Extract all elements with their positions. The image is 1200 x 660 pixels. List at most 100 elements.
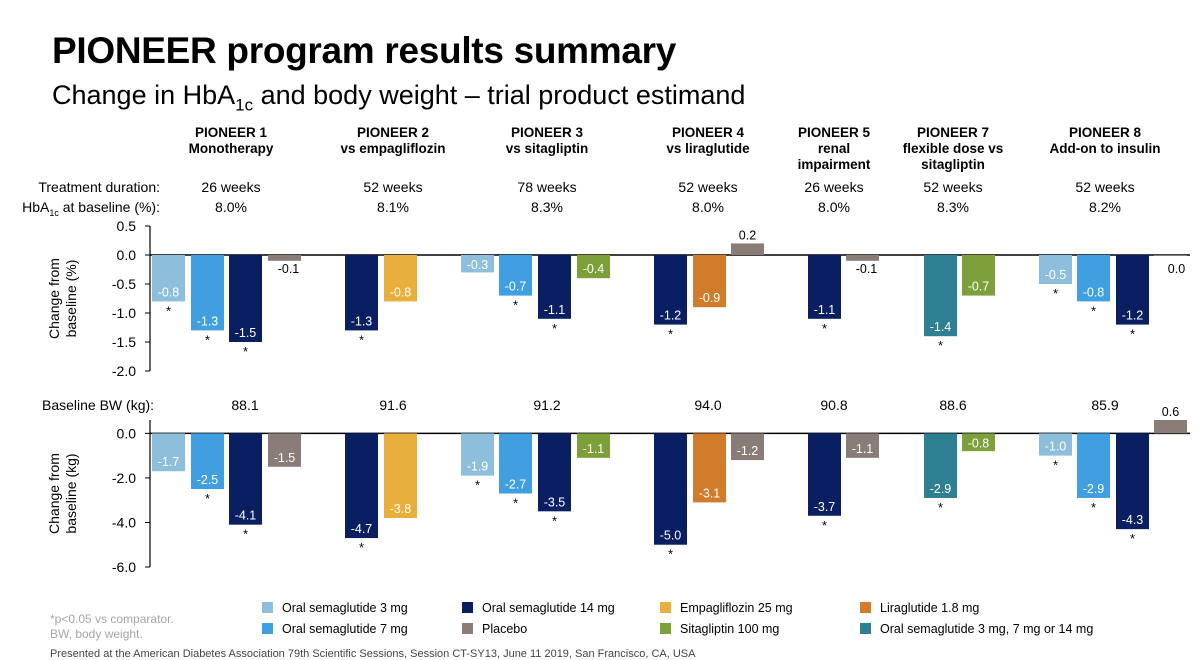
legend-item: Oral semaglutide 7 mg — [262, 622, 408, 636]
bar-value-label: -4.3 — [1122, 513, 1144, 527]
legend-swatch — [660, 602, 671, 613]
trial-header-5: PIONEER 5 renal impairment — [784, 125, 884, 173]
y-tick-label: -1.5 — [112, 334, 136, 350]
bar-sema7 — [499, 255, 532, 296]
duration-cell: 26 weeks — [804, 179, 864, 195]
y-tick-label: -4.0 — [112, 514, 136, 530]
significance-star: * — [359, 540, 364, 555]
bar-sema14 — [654, 433, 687, 545]
baseline-bw-cell: 94.0 — [694, 397, 722, 413]
significance-star: * — [1053, 458, 1058, 473]
legend-label: Liraglutide 1.8 mg — [880, 601, 980, 615]
bar-flex — [924, 433, 957, 498]
bar-sema14 — [1116, 255, 1149, 325]
bar-empa — [384, 255, 417, 302]
bar-value-label: -1.2 — [660, 309, 682, 323]
significance-star: * — [513, 496, 518, 511]
bar-placebo — [1154, 255, 1187, 256]
bar-empa — [384, 433, 417, 518]
hba1c-cell: 8.2% — [1089, 199, 1121, 215]
bar-value-label: -3.5 — [544, 495, 566, 509]
y-axis-label: Change frombaseline (kg) — [46, 453, 79, 534]
bar-value-label: -1.0 — [1045, 440, 1067, 454]
hba1c-cell: 8.3% — [531, 199, 563, 215]
bar-value-label: 0.2 — [739, 228, 756, 242]
trial-desc: Monotherapy — [188, 141, 274, 156]
bar-value-label: -1.7 — [158, 455, 180, 469]
bar-placebo — [268, 433, 301, 467]
bar-sema7 — [1077, 255, 1110, 302]
legend-swatch — [462, 602, 473, 613]
legend-item: Placebo — [462, 622, 527, 636]
significance-star: * — [166, 303, 171, 318]
significance-star: * — [552, 321, 557, 336]
legend-swatch — [860, 602, 871, 613]
bar-value-label: -1.9 — [467, 460, 489, 474]
significance-star: * — [668, 327, 673, 342]
legend-item: Liraglutide 1.8 mg — [860, 601, 979, 615]
row-label-hba1c-sub: 1c — [49, 207, 59, 218]
bar-placebo — [268, 255, 301, 261]
significance-star: * — [359, 332, 364, 347]
baseline-bw-cell: 85.9 — [1091, 397, 1119, 413]
duration-cell: 52 weeks — [923, 179, 983, 195]
bar-value-label: -3.7 — [814, 500, 836, 514]
bar-value-label: -0.7 — [505, 280, 527, 294]
y-tick-label: 0.0 — [117, 247, 137, 263]
bar-placebo — [846, 255, 879, 261]
bar-sita — [962, 433, 995, 452]
baseline-bw-cell: 90.8 — [820, 397, 848, 413]
bar-value-label: -1.1 — [583, 442, 605, 456]
bar-sita — [577, 255, 610, 279]
bar-sema3 — [461, 255, 494, 273]
footnote-sig: *p<0.05 vs comparator. — [50, 612, 174, 626]
significance-star: * — [1053, 286, 1058, 301]
hba1c-cell: 8.0% — [215, 199, 247, 215]
bar-value-label: -3.8 — [390, 502, 412, 516]
legend-item: Sitagliptin 100 mg — [660, 622, 779, 636]
legend-swatch — [262, 602, 273, 613]
bar-sema3 — [1039, 255, 1072, 284]
bar-sema14 — [538, 433, 571, 512]
bar-value-label: -1.1 — [544, 303, 566, 317]
legend-label: Empagliflozin 25 mg — [680, 601, 793, 615]
bar-value-label: -1.2 — [1122, 309, 1144, 323]
trial-name: PIONEER 7 — [916, 125, 990, 140]
bar-flex — [924, 255, 957, 337]
row-label-duration: Treatment duration: — [38, 179, 160, 195]
hba1c-cell: 8.3% — [937, 199, 969, 215]
significance-star: * — [1130, 327, 1135, 342]
legend-item: Oral semaglutide 3 mg — [262, 601, 408, 615]
trial-name: PIONEER 1 — [194, 125, 268, 140]
row-label-baseline-bw: Baseline BW (kg): — [42, 397, 155, 413]
bar-placebo — [731, 243, 764, 255]
y-tick-label: -6.0 — [112, 559, 136, 575]
trial-name: PIONEER 2 — [356, 125, 430, 140]
row-label-hba1c-post: at baseline (%): — [58, 199, 160, 215]
trial-desc: vs sitagliptin — [505, 141, 589, 156]
footer-citation: Presented at the American Diabetes Assoc… — [50, 648, 696, 660]
legend-item: Oral semaglutide 14 mg — [462, 601, 615, 615]
bar-sema7 — [1077, 433, 1110, 498]
y-tick-label: 0.5 — [117, 218, 137, 234]
bar-value-label: -0.1 — [278, 262, 300, 276]
significance-star: * — [205, 491, 210, 506]
hba1c-cell: 8.0% — [692, 199, 724, 215]
duration-cell: 52 weeks — [1075, 179, 1135, 195]
significance-star: * — [1130, 531, 1135, 546]
bar-value-label: -1.3 — [351, 314, 373, 328]
bar-placebo — [1154, 420, 1187, 434]
bar-sema7 — [191, 255, 224, 331]
bar-sema7 — [499, 433, 532, 494]
trial-name: PIONEER 8 — [1068, 125, 1142, 140]
trial-name: PIONEER 5 — [797, 125, 871, 140]
bar-sema7 — [191, 433, 224, 490]
duration-cell: 78 weeks — [517, 179, 577, 195]
bar-value-label: -1.5 — [274, 451, 296, 465]
bar-placebo — [731, 433, 764, 461]
trial-header-1: PIONEER 1 Monotherapy — [161, 125, 301, 157]
row-label-hba1c: HbA1c at baseline (%): — [22, 199, 160, 218]
bar-value-label: -1.1 — [814, 303, 836, 317]
bar-sema3 — [152, 433, 185, 472]
baseline-bw-cell: 91.2 — [533, 397, 561, 413]
